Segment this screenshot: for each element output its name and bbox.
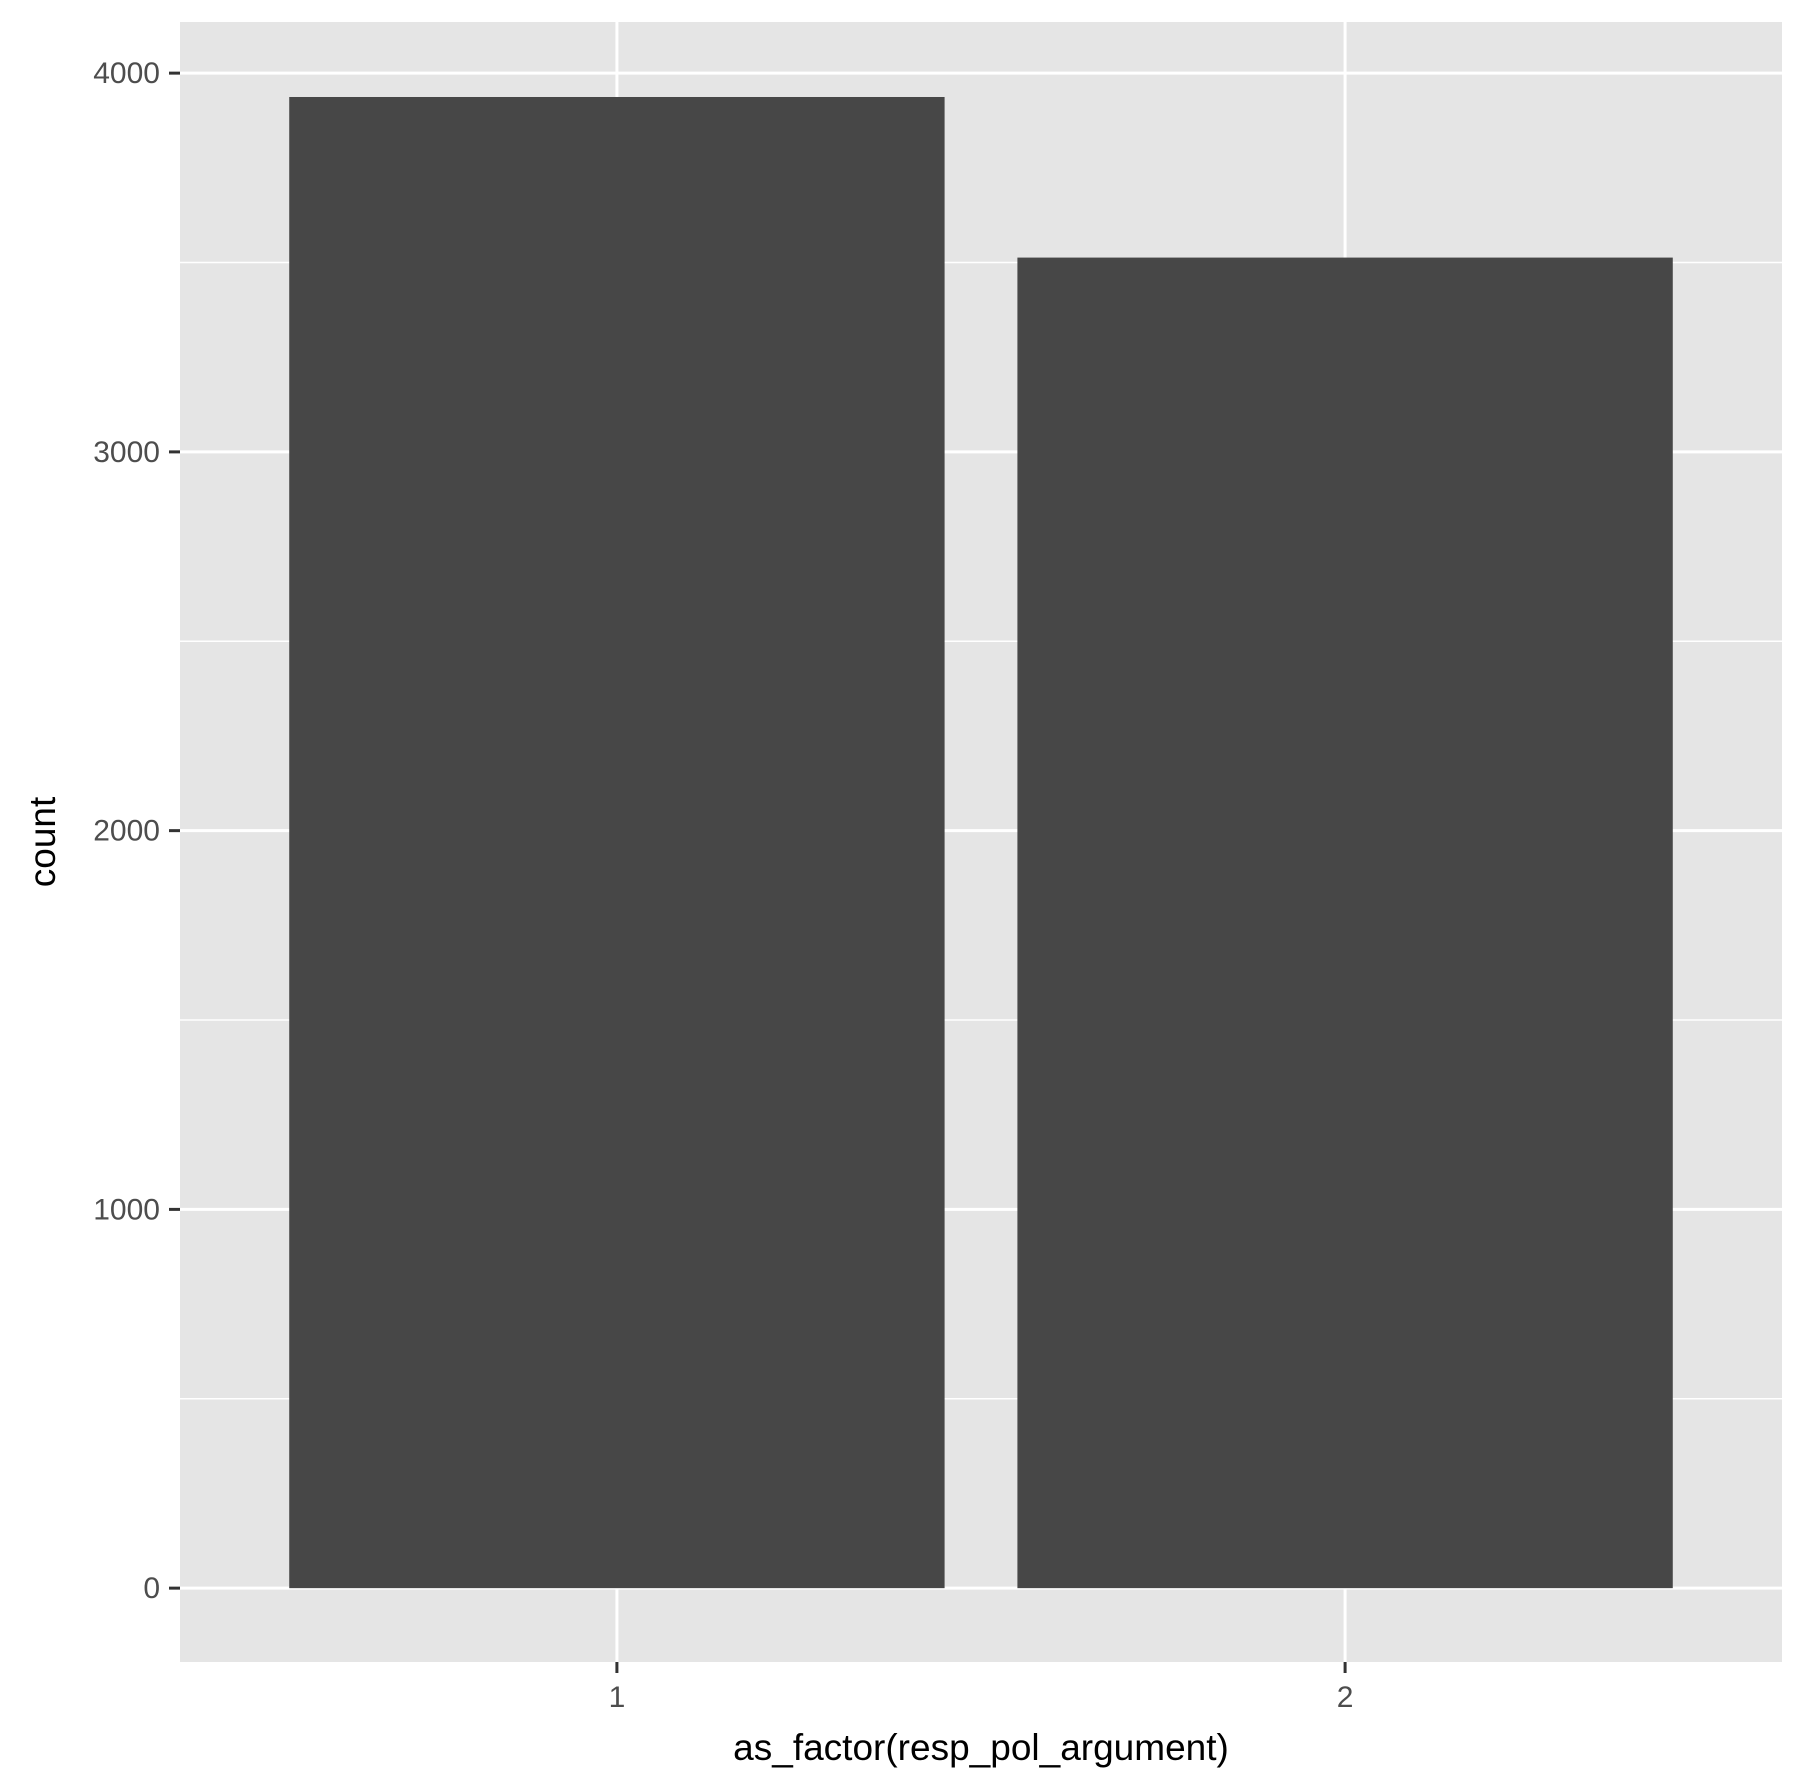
- y-tick-label: 0: [143, 1572, 160, 1605]
- bars: [289, 96, 1673, 1589]
- x-axis-title: as_factor(resp_pol_argument): [733, 1727, 1229, 1768]
- y-tick-label: 3000: [93, 436, 160, 469]
- y-tick-label: 1000: [93, 1193, 160, 1226]
- y-axis: 0 1000 2000 3000 4000: [93, 57, 180, 1605]
- y-axis-title: count: [22, 796, 63, 887]
- x-tick-label: 1: [609, 1681, 626, 1714]
- y-tick-label: 4000: [93, 57, 160, 90]
- bar-2: [1017, 257, 1673, 1589]
- bar-1: [289, 96, 945, 1589]
- x-tick-label: 2: [1337, 1681, 1354, 1714]
- y-tick-label: 2000: [93, 815, 160, 848]
